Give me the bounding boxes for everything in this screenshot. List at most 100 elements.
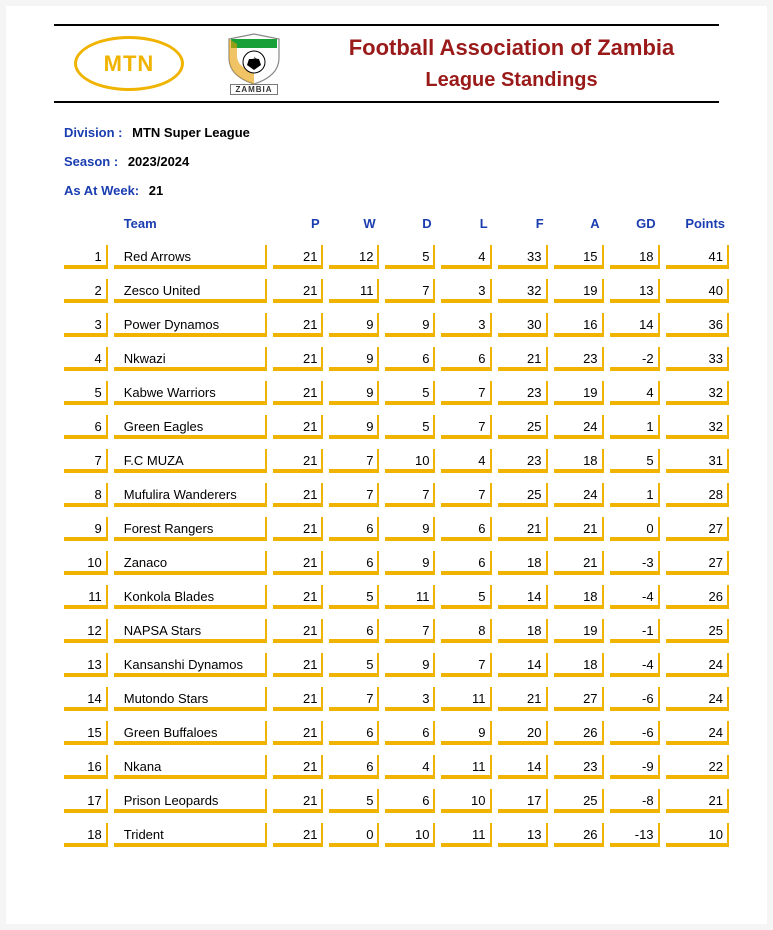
cell-pts: 40 bbox=[666, 279, 729, 303]
col-w: W bbox=[330, 212, 380, 233]
table-header: Team P W D L F A GD Points bbox=[64, 212, 729, 233]
cell-rank: 13 bbox=[64, 653, 108, 677]
cell-p: 21 bbox=[273, 381, 323, 405]
header: MTN ZAMBIA Football Association of Zambi… bbox=[54, 24, 719, 103]
cell-d: 7 bbox=[385, 483, 435, 507]
standings-table: Team P W D L F A GD Points 1Red Arrows21… bbox=[24, 212, 749, 847]
cell-d: 5 bbox=[385, 415, 435, 439]
cell-d: 6 bbox=[385, 789, 435, 813]
col-rank bbox=[64, 227, 108, 233]
cell-a: 19 bbox=[554, 619, 604, 643]
table-row: 13Kansanshi Dynamos215971418-424 bbox=[64, 653, 729, 677]
cell-a: 21 bbox=[554, 551, 604, 575]
title-line1: Football Association of Zambia bbox=[304, 35, 719, 61]
cell-rank: 14 bbox=[64, 687, 108, 711]
cell-gd: -6 bbox=[610, 721, 660, 745]
cell-w: 7 bbox=[329, 449, 379, 473]
cell-f: 17 bbox=[498, 789, 548, 813]
cell-a: 23 bbox=[554, 755, 604, 779]
table-row: 5Kabwe Warriors219572319432 bbox=[64, 381, 729, 405]
cell-team: Kabwe Warriors bbox=[114, 381, 268, 405]
cell-p: 21 bbox=[273, 687, 323, 711]
cell-l: 11 bbox=[441, 687, 491, 711]
cell-rank: 3 bbox=[64, 313, 108, 337]
cell-f: 25 bbox=[498, 415, 548, 439]
cell-d: 9 bbox=[385, 313, 435, 337]
cell-l: 6 bbox=[441, 551, 491, 575]
cell-p: 21 bbox=[273, 551, 323, 575]
cell-w: 6 bbox=[329, 721, 379, 745]
cell-rank: 15 bbox=[64, 721, 108, 745]
cell-rank: 4 bbox=[64, 347, 108, 371]
mtn-logo-text: MTN bbox=[104, 51, 155, 77]
cell-rank: 9 bbox=[64, 517, 108, 541]
cell-f: 33 bbox=[498, 245, 548, 269]
cell-gd: -9 bbox=[610, 755, 660, 779]
cell-team: Nkwazi bbox=[114, 347, 268, 371]
meta-block: Division : MTN Super League Season : 202… bbox=[24, 125, 749, 198]
cell-f: 18 bbox=[498, 619, 548, 643]
cell-l: 11 bbox=[441, 755, 491, 779]
cell-d: 9 bbox=[385, 517, 435, 541]
cell-f: 23 bbox=[498, 449, 548, 473]
cell-f: 21 bbox=[498, 517, 548, 541]
meta-week: As At Week: 21 bbox=[64, 183, 749, 198]
cell-a: 19 bbox=[554, 381, 604, 405]
col-d: D bbox=[386, 212, 436, 233]
table-row: 16Nkana2164111423-922 bbox=[64, 755, 729, 779]
table-row: 9Forest Rangers216962121027 bbox=[64, 517, 729, 541]
cell-rank: 17 bbox=[64, 789, 108, 813]
table-row: 15Green Buffaloes216692026-624 bbox=[64, 721, 729, 745]
cell-d: 5 bbox=[385, 245, 435, 269]
cell-team: F.C MUZA bbox=[114, 449, 268, 473]
cell-w: 7 bbox=[329, 483, 379, 507]
cell-w: 12 bbox=[329, 245, 379, 269]
cell-team: Trident bbox=[114, 823, 268, 847]
cell-pts: 33 bbox=[666, 347, 729, 371]
cell-rank: 10 bbox=[64, 551, 108, 575]
cell-l: 11 bbox=[441, 823, 491, 847]
cell-rank: 2 bbox=[64, 279, 108, 303]
table-row: 1Red Arrows21125433151841 bbox=[64, 245, 729, 269]
cell-a: 26 bbox=[554, 721, 604, 745]
cell-pts: 22 bbox=[666, 755, 729, 779]
cell-f: 32 bbox=[498, 279, 548, 303]
cell-f: 14 bbox=[498, 585, 548, 609]
cell-team: Kansanshi Dynamos bbox=[114, 653, 268, 677]
cell-f: 20 bbox=[498, 721, 548, 745]
cell-w: 7 bbox=[329, 687, 379, 711]
cell-gd: -4 bbox=[610, 653, 660, 677]
cell-w: 9 bbox=[329, 415, 379, 439]
header-titles: Football Association of Zambia League St… bbox=[304, 35, 719, 92]
table-row: 3Power Dynamos2199330161436 bbox=[64, 313, 729, 337]
cell-a: 27 bbox=[554, 687, 604, 711]
cell-l: 5 bbox=[441, 585, 491, 609]
cell-d: 10 bbox=[385, 823, 435, 847]
cell-f: 25 bbox=[498, 483, 548, 507]
cell-gd: -4 bbox=[610, 585, 660, 609]
cell-rank: 1 bbox=[64, 245, 108, 269]
table-row: 6Green Eagles219572524132 bbox=[64, 415, 729, 439]
page: MTN ZAMBIA Football Association of Zambi… bbox=[6, 6, 767, 924]
cell-p: 21 bbox=[273, 517, 323, 541]
cell-rank: 16 bbox=[64, 755, 108, 779]
table-row: 18Trident21010111326-1310 bbox=[64, 823, 729, 847]
meta-division: Division : MTN Super League bbox=[64, 125, 749, 140]
cell-l: 7 bbox=[441, 415, 491, 439]
cell-p: 21 bbox=[273, 721, 323, 745]
cell-gd: 4 bbox=[610, 381, 660, 405]
cell-pts: 27 bbox=[666, 517, 729, 541]
cell-pts: 27 bbox=[666, 551, 729, 575]
cell-d: 6 bbox=[385, 347, 435, 371]
cell-pts: 32 bbox=[666, 381, 729, 405]
cell-p: 21 bbox=[273, 245, 323, 269]
cell-f: 23 bbox=[498, 381, 548, 405]
cell-l: 6 bbox=[441, 347, 491, 371]
cell-gd: -8 bbox=[610, 789, 660, 813]
col-gd: GD bbox=[610, 212, 660, 233]
cell-a: 23 bbox=[554, 347, 604, 371]
cell-pts: 41 bbox=[666, 245, 729, 269]
table-row: 8Mufulira Wanderers217772524128 bbox=[64, 483, 729, 507]
cell-gd: 1 bbox=[610, 483, 660, 507]
table-row: 12NAPSA Stars216781819-125 bbox=[64, 619, 729, 643]
